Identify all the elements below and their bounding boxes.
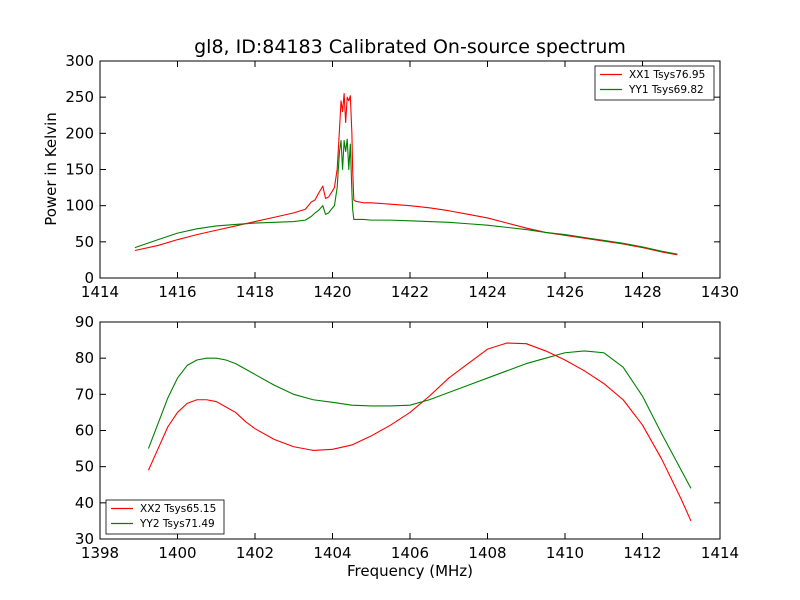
series-line-2 bbox=[147, 350, 692, 489]
x-tick-label: 1414 bbox=[701, 544, 739, 562]
y-tick-label: 90 bbox=[75, 313, 94, 331]
x-tick-label: 1408 bbox=[468, 544, 506, 562]
spectrum-plot-bottom: Frequency (MHz) 1398 1400 1402 1404 1406 1408… bbox=[75, 313, 739, 580]
y-tick-label: 250 bbox=[65, 88, 94, 106]
x-tick-label: 1426 bbox=[546, 283, 584, 301]
y-tick-label: 50 bbox=[75, 458, 94, 476]
legend-label-series-2: YY1 Tsys69.82 bbox=[628, 84, 704, 96]
axis-ticks-top: 1414 1416 1418 1420 1422 1424 1426 1428 1430 0 50 1… bbox=[65, 52, 739, 301]
y-tick-label: 300 bbox=[65, 52, 94, 70]
x-tick-label: 1430 bbox=[701, 283, 739, 301]
x-tick-label: 1400 bbox=[158, 544, 196, 562]
y-tick-label: 0 bbox=[84, 269, 94, 287]
series-line-1 bbox=[134, 93, 678, 256]
x-axis-label: Frequency (MHz) bbox=[347, 562, 473, 580]
x-tick-label: 1422 bbox=[391, 283, 429, 301]
legend-label-series-1: XX2 Tsys65.15 bbox=[140, 503, 216, 515]
legend-label-series-1: XX1 Tsys76.95 bbox=[629, 69, 705, 81]
x-tick-label: 1404 bbox=[313, 544, 351, 562]
x-tick-label: 1398 bbox=[81, 544, 119, 562]
x-tick-label: 1402 bbox=[236, 544, 274, 562]
x-tick-label: 1420 bbox=[313, 283, 351, 301]
x-tick-label: 1414 bbox=[81, 283, 119, 301]
y-tick-label: 150 bbox=[65, 161, 94, 179]
x-tick-label: 1424 bbox=[468, 283, 506, 301]
axis-ticks-bottom: 1398 1400 1402 1404 1406 1408 1410 1412 1414 30 40… bbox=[75, 313, 739, 562]
legend-label-series-2: YY2 Tsys71.49 bbox=[139, 518, 215, 530]
legend-bottom: XX2 Tsys65.15 YY2 Tsys71.49 bbox=[105, 499, 225, 535]
y-tick-label: 200 bbox=[65, 124, 94, 142]
legend-box bbox=[594, 65, 715, 101]
legend-box bbox=[105, 499, 225, 535]
series-layer-top bbox=[134, 93, 678, 256]
series-line-2 bbox=[134, 138, 678, 255]
y-tick-label: 80 bbox=[75, 349, 94, 367]
y-tick-label: 70 bbox=[75, 385, 94, 403]
x-tick-label: 1412 bbox=[623, 544, 661, 562]
spectrum-plot-top: gl8, ID:84183 Calibrated On-source spect… bbox=[42, 36, 739, 301]
y-tick-label: 60 bbox=[75, 422, 94, 440]
y-tick-label: 50 bbox=[75, 233, 94, 251]
x-tick-label: 1410 bbox=[546, 544, 584, 562]
plot-frame-top bbox=[99, 60, 721, 279]
x-tick-label: 1428 bbox=[623, 283, 661, 301]
series-layer-bottom bbox=[147, 342, 692, 522]
y-tick-label: 40 bbox=[75, 494, 94, 512]
y-tick-label: 100 bbox=[65, 197, 94, 215]
legend-top: XX1 Tsys76.95 YY1 Tsys69.82 bbox=[594, 65, 715, 101]
plot-frame-bottom bbox=[99, 321, 721, 540]
x-tick-label: 1406 bbox=[391, 544, 429, 562]
y-tick-label: 30 bbox=[75, 530, 94, 548]
chart-title: gl8, ID:84183 Calibrated On-source spect… bbox=[194, 36, 626, 58]
series-line-1 bbox=[147, 342, 692, 522]
x-tick-label: 1418 bbox=[236, 283, 274, 301]
x-tick-label: 1416 bbox=[158, 283, 196, 301]
y-axis-label: Power in Kelvin bbox=[42, 112, 60, 226]
